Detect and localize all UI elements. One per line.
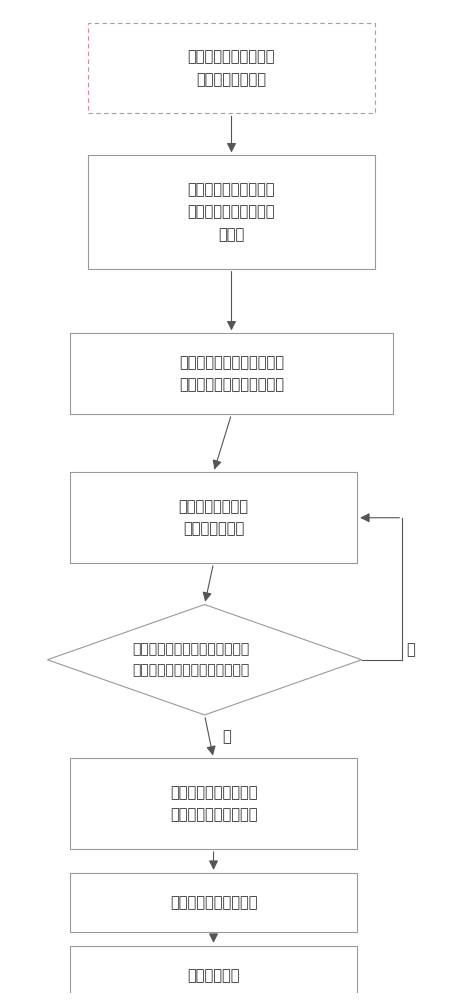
- Text: 否: 否: [407, 642, 415, 657]
- Bar: [88, 23, 375, 113]
- Bar: [70, 946, 357, 1000]
- Text: 是: 是: [223, 729, 231, 744]
- Bar: [70, 333, 393, 414]
- Bar: [70, 873, 357, 932]
- Text: 移动纵向平移台，使样
品位于斩光的光路中心: 移动纵向平移台，使样 品位于斩光的光路中心: [170, 785, 257, 822]
- Text: 标准硅基电池的光电流与预定的
测试光强对应的光电流是否相等: 标准硅基电池的光电流与预定的 测试光强对应的光电流是否相等: [132, 642, 250, 677]
- Text: 移动横向平移台，
以调整测试光强: 移动横向平移台， 以调整测试光强: [179, 499, 249, 536]
- Polygon shape: [47, 605, 362, 715]
- Text: 调节多孔转盘转速及通
光孔分布，得到斩光或
稳态光: 调节多孔转盘转速及通 光孔分布，得到斩光或 稳态光: [188, 182, 275, 242]
- Text: 移动纵向平移台，使标准硅
基电池位于斩光的光路中心: 移动纵向平移台，使标准硅 基电池位于斩光的光路中心: [179, 355, 284, 392]
- Text: 测试样品的电化学特性: 测试样品的电化学特性: [170, 895, 257, 910]
- Text: 处理测试数据: 处理测试数据: [188, 968, 240, 983]
- Bar: [70, 472, 357, 563]
- Bar: [88, 155, 375, 269]
- Bar: [70, 758, 357, 849]
- Text: 加载滤波片，得到特定
光谱范围的太阳光: 加载滤波片，得到特定 光谱范围的太阳光: [188, 49, 275, 87]
